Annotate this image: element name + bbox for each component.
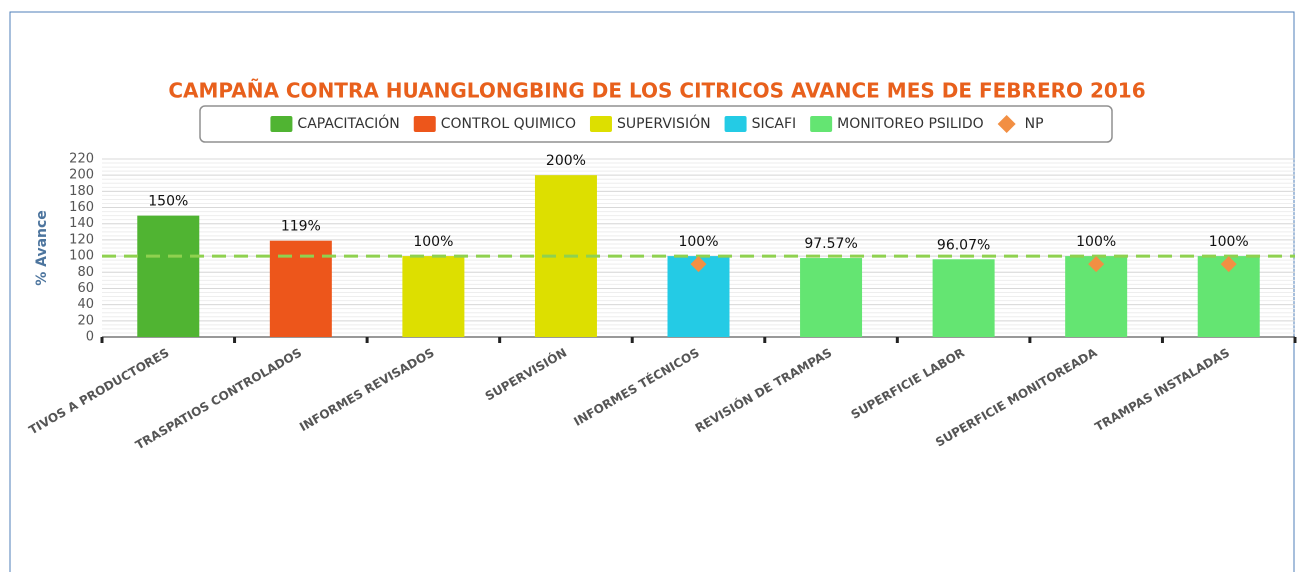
point [1220,256,1237,273]
bar [137,215,200,337]
data-label: 119% [281,219,321,235]
y-axis-title: % Avance [34,210,50,286]
bar [402,256,465,337]
y-tick-label: 220 [69,152,94,167]
y-tick-label: 180 [69,184,94,199]
data-label: 100% [678,234,718,250]
data-label: 100% [1076,234,1116,250]
legend-label: CAPACITACIÓN [297,114,399,132]
y-tick-label: 120 [69,232,94,247]
point [690,256,707,273]
data-label: 150% [148,194,188,210]
y-tick-label: 160 [69,200,94,215]
y-tick-label: 20 [77,313,94,328]
legend-label: SUPERVISIÓN [617,114,711,132]
y-tick-label: 60 [77,281,94,296]
chart-title: CAMPAÑA CONTRA HUANGLONGBING DE LOS CITR… [168,79,1145,103]
y-tick-label: 100 [69,249,94,264]
bar [932,259,995,337]
data-label: 97.57% [804,236,857,252]
legend-label: CONTROL QUIMICO [441,116,576,132]
data-label: 200% [546,153,586,169]
legend-item[interactable]: CONTROL QUIMICO [413,116,576,132]
legend-item[interactable]: MONITOREO PSILIDO [810,116,984,132]
y-tick-label: 140 [69,216,94,231]
legend-label: MONITOREO PSILIDO [837,116,984,132]
bar [800,258,863,337]
legend-item[interactable]: CAPACITACIÓN [270,114,400,132]
legend-marker [997,115,1016,133]
legend-marker [270,116,293,132]
y-tick-label: 80 [77,265,94,280]
legend-item[interactable]: SUPERVISIÓN [589,114,711,132]
legend-label: SICAFI [752,116,797,132]
data-label: 100% [1209,234,1249,250]
legend-marker [724,116,747,132]
data-label: 96.07% [937,237,990,253]
legend-item[interactable]: SICAFI [724,116,797,132]
y-tick-label: 40 [77,297,94,312]
point [1088,256,1105,273]
legend-item[interactable]: NP [997,115,1044,133]
legend-label: NP [1025,116,1044,132]
y-tick-label: 0 [86,330,94,345]
legend-marker [810,116,833,132]
legend-marker [589,116,612,132]
legend-box [199,105,1113,143]
data-label: 100% [413,234,453,250]
legend-marker [413,116,436,132]
y-tick-label: 200 [69,168,94,183]
